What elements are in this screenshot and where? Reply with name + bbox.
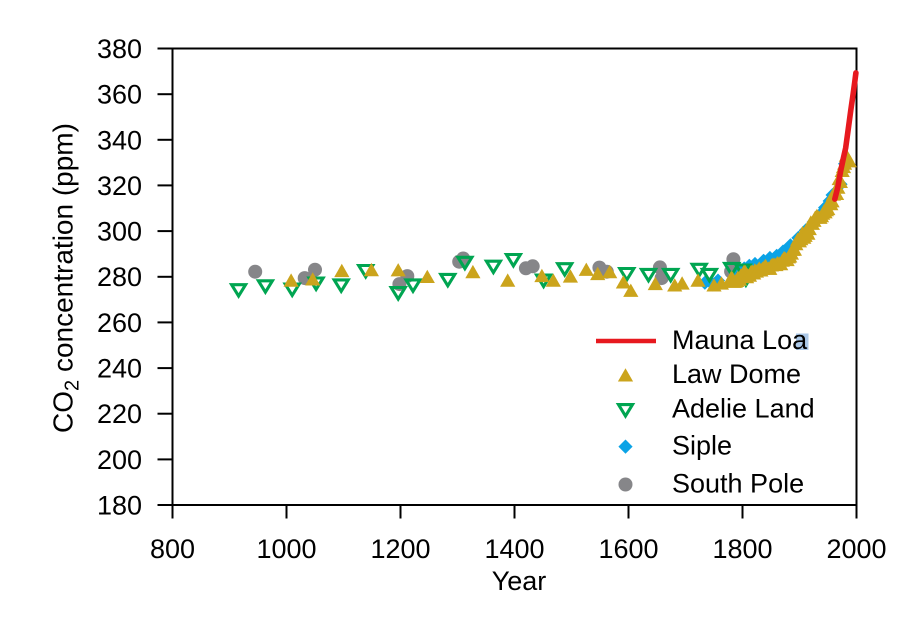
svg-text:800: 800 [150, 534, 195, 564]
svg-text:180: 180 [97, 491, 142, 521]
svg-text:CO2 concentration (ppm): CO2 concentration (ppm) [48, 123, 84, 433]
svg-text:Siple: Siple [672, 431, 732, 461]
svg-text:Adelie Land: Adelie Land [672, 394, 815, 424]
svg-text:280: 280 [97, 262, 142, 292]
svg-text:1600: 1600 [598, 534, 658, 564]
svg-text:Mauna Loa: Mauna Loa [672, 325, 808, 355]
svg-text:1800: 1800 [712, 534, 772, 564]
svg-text:200: 200 [97, 445, 142, 475]
svg-text:Law Dome: Law Dome [672, 359, 801, 389]
svg-text:340: 340 [97, 125, 142, 155]
svg-text:320: 320 [97, 171, 142, 201]
svg-text:1400: 1400 [484, 534, 544, 564]
svg-text:1200: 1200 [370, 534, 430, 564]
svg-text:1000: 1000 [256, 534, 316, 564]
svg-text:220: 220 [97, 399, 142, 429]
svg-text:240: 240 [97, 354, 142, 384]
svg-text:380: 380 [97, 34, 142, 64]
svg-text:Year: Year [492, 566, 547, 596]
svg-text:2000: 2000 [826, 534, 886, 564]
svg-text:260: 260 [97, 308, 142, 338]
svg-text:360: 360 [97, 80, 142, 110]
svg-text:300: 300 [97, 217, 142, 247]
svg-text:South Pole: South Pole [672, 469, 804, 499]
